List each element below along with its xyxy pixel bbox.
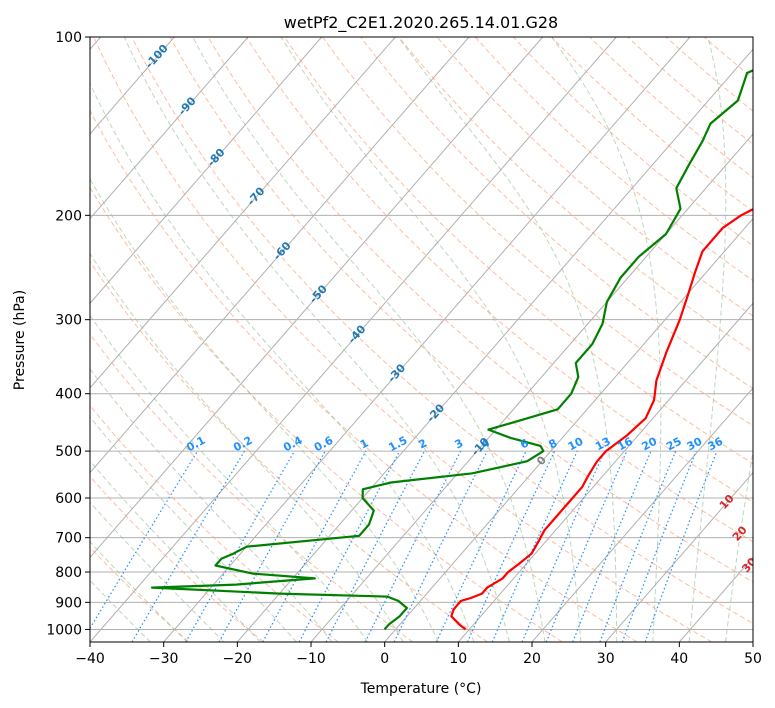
- dry-adiabat: [513, 37, 753, 247]
- axes-ticks: −40 −30 −20 −10 0 10 20 30 40 50 100 200 300 400 500 60…: [46, 30, 762, 667]
- isotherm-line: [605, 471, 753, 642]
- y-tick-label: 800: [55, 565, 82, 581]
- mixing-ratio-label: 25: [664, 435, 684, 454]
- y-tick-label: 900: [55, 595, 82, 611]
- x-tick-label: −20: [223, 651, 253, 667]
- x-tick-label: 20: [523, 651, 541, 667]
- dry-adiabat: [131, 37, 753, 624]
- mixing-ratio-label: 30: [685, 435, 705, 454]
- moist-adiabat: [90, 460, 261, 642]
- mixing-ratio-line: [90, 450, 199, 630]
- y-tick-label: 100: [55, 30, 82, 46]
- y-tick-label: 500: [55, 444, 82, 460]
- x-tick-label: 30: [597, 651, 615, 667]
- y-tick-label: 600: [55, 491, 82, 507]
- moist-adiabat: [90, 314, 369, 642]
- mixing-ratio-line: [545, 450, 628, 642]
- mixing-ratio-line: [393, 450, 488, 642]
- isotherm-line: [457, 302, 753, 642]
- isotherm-line: [531, 387, 753, 642]
- dry-adiabat: [436, 37, 753, 317]
- moist-adiabat: [280, 37, 582, 642]
- y-tick-label: 1000: [46, 622, 82, 638]
- mixing-ratio-line: [185, 450, 296, 642]
- dry-adiabat: [398, 37, 753, 353]
- isotherm-line: [90, 37, 323, 305]
- dewpoint-profile: [150, 69, 753, 631]
- mixing-ratio-label: 13: [593, 435, 613, 454]
- background-lines: [90, 37, 753, 642]
- moist-adiabat: [90, 177, 439, 642]
- isotherm-line: [90, 37, 249, 220]
- isotherm-line: [236, 48, 753, 642]
- dry-adiabat: [93, 37, 712, 642]
- dry-adiabat: [90, 333, 414, 642]
- moist-adiabat: [688, 37, 727, 642]
- y-tick-label: 300: [55, 313, 82, 329]
- x-tick-label: 0: [380, 651, 389, 667]
- mixing-ratio-line: [491, 450, 578, 642]
- mixing-ratio-label: 16: [615, 435, 635, 454]
- dry-adiabat: [245, 37, 753, 503]
- dry-adiabat: [90, 109, 638, 642]
- moist-adiabat: [90, 82, 475, 642]
- moist-adiabat: [90, 252, 404, 642]
- moist-adiabat: [397, 37, 618, 642]
- moist-adiabat: [90, 501, 225, 642]
- y-axis-label: Pressure (hPa): [12, 290, 28, 390]
- x-axis-label: Temperature (°C): [360, 681, 482, 697]
- isotherm-line: [90, 37, 470, 474]
- mixing-ratio-line: [131, 450, 246, 642]
- y-tick-label: 200: [55, 208, 82, 224]
- isotherm-line: [163, 37, 691, 642]
- y-tick-label: 400: [55, 387, 82, 403]
- mixing-ratio-line: [466, 450, 556, 642]
- dry-adiabat: [589, 37, 753, 179]
- plot-frame: [89, 36, 754, 643]
- x-tick-label: −30: [149, 651, 179, 667]
- x-tick-label: 50: [744, 651, 762, 667]
- mixing-ratio-line: [521, 450, 606, 642]
- moist-adiabat: [90, 579, 151, 642]
- data-series: [150, 69, 753, 631]
- mixing-ratio-label: 36: [706, 435, 726, 454]
- dry-adiabat: [207, 37, 753, 543]
- x-tick-label: 10: [449, 651, 467, 667]
- x-tick-label: −10: [296, 651, 326, 667]
- moist-adiabat: [551, 37, 662, 642]
- mixing-ratio-line: [218, 450, 326, 642]
- mixing-ratio-line: [262, 450, 367, 642]
- mixing-ratio-line: [435, 450, 527, 642]
- moist-adiabat: [192, 37, 546, 642]
- mixing-ratio-label: 10: [566, 435, 586, 454]
- moist-adiabat: [90, 368, 333, 642]
- moist-adiabat: [123, 37, 510, 642]
- mixing-ratio-label: 20: [640, 435, 660, 454]
- dry-adiabat: [90, 186, 563, 642]
- isotherm-line: [384, 217, 753, 642]
- moist-adiabat: [725, 448, 753, 642]
- isotherm-line: [90, 37, 617, 642]
- isotherm-line: [90, 37, 544, 559]
- temperature-profile: [450, 208, 753, 631]
- isotherm-line: [90, 37, 396, 389]
- chart-title: wetPf2_C2E1.2020.265.14.01.G28: [284, 13, 558, 33]
- y-tick-label: 700: [55, 531, 82, 547]
- x-tick-label: −40: [75, 651, 105, 667]
- dry-adiabat: [284, 37, 753, 465]
- x-tick-label: 40: [670, 651, 688, 667]
- dry-adiabat: [169, 37, 753, 583]
- dry-adiabat: [322, 37, 753, 427]
